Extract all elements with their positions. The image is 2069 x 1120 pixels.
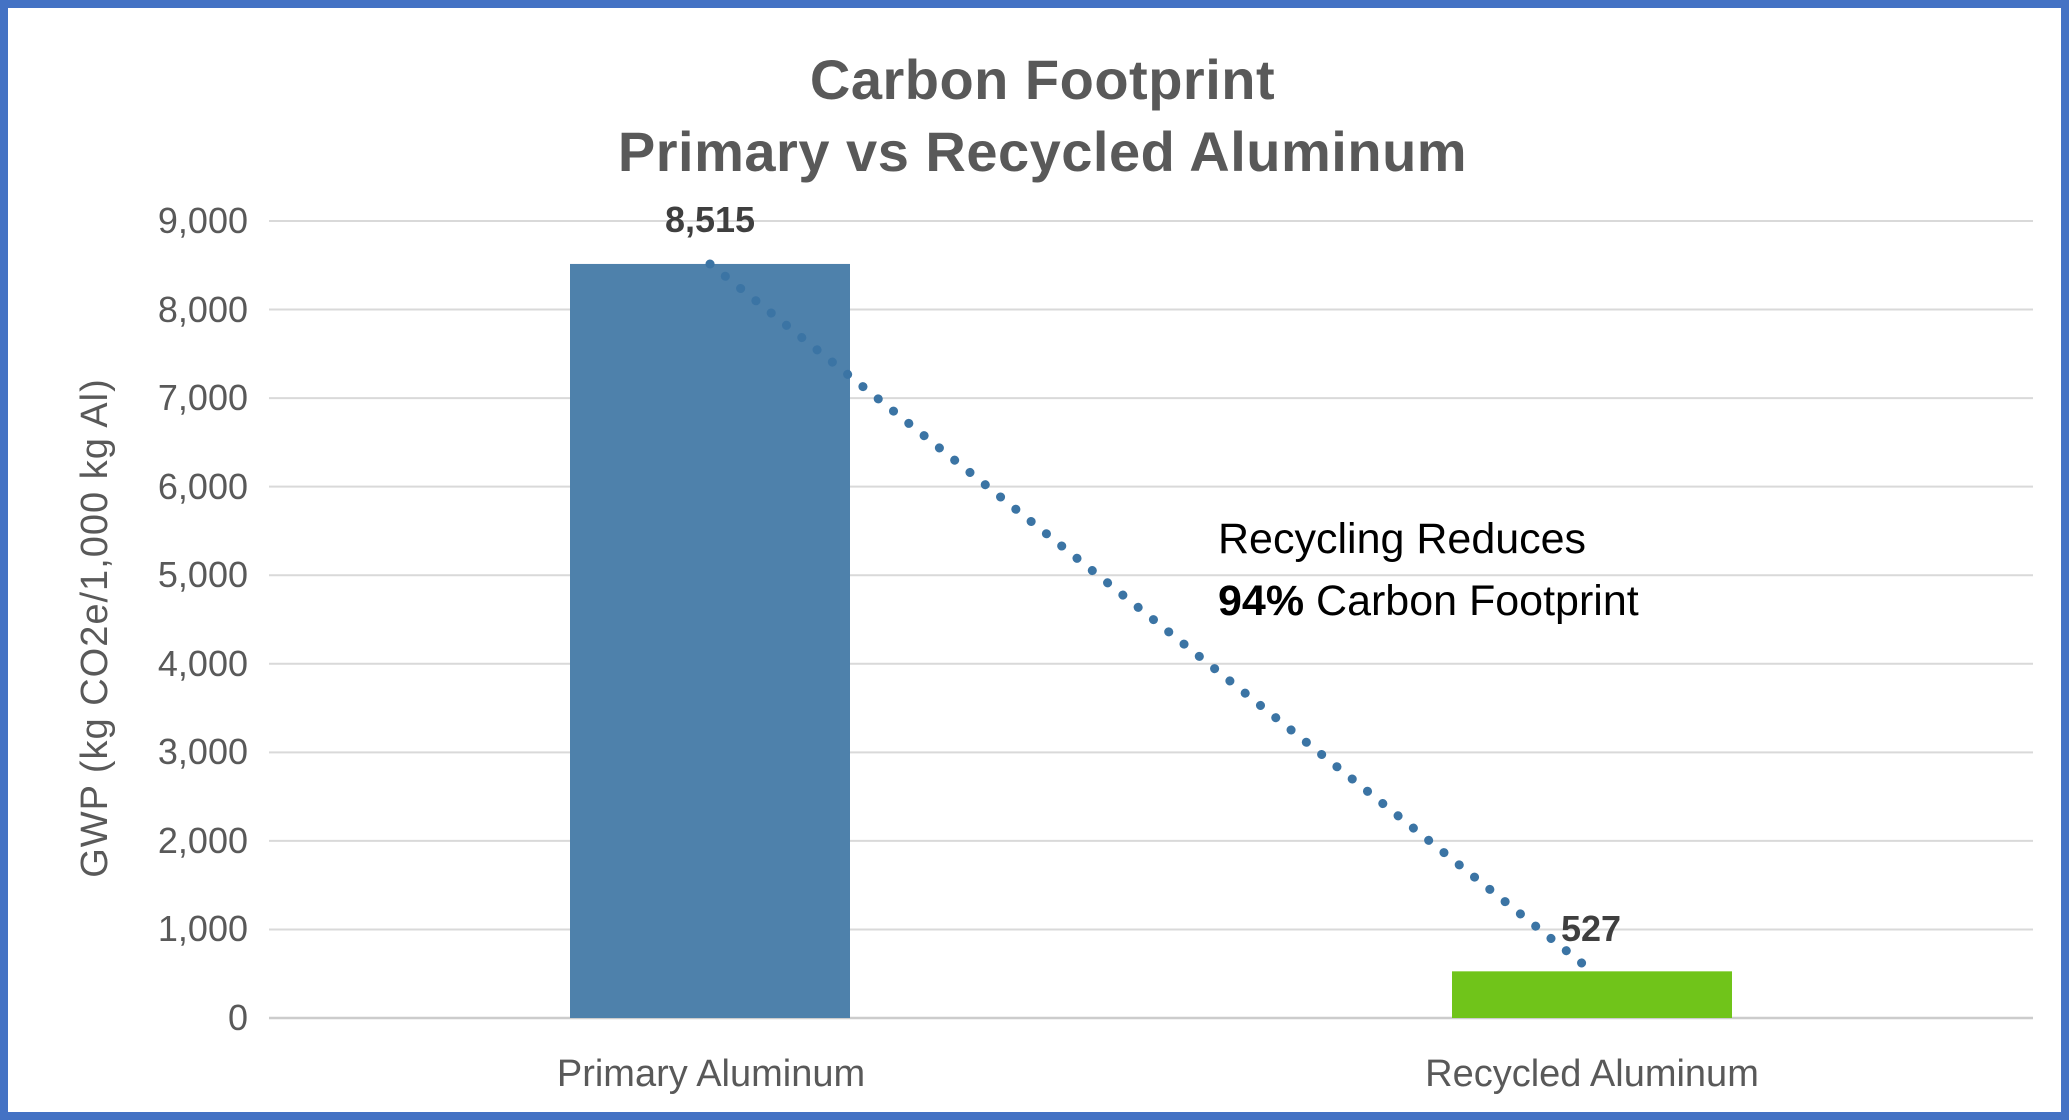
chart-title-line-2: Primary vs Recycled Aluminum: [617, 120, 1468, 183]
plot-area: [269, 220, 2033, 1020]
y-tick-label: 0: [227, 997, 248, 1038]
category-label-primary-aluminum: Primary Aluminum: [556, 1053, 866, 1095]
y-tick-label: 2,000: [157, 819, 248, 861]
y-tick-label: 5,000: [157, 554, 248, 596]
bar-primary-aluminum: [570, 263, 850, 1018]
annotation-percentage: 94%: [1218, 577, 1305, 625]
annotation-line-2: 94% Carbon Footprint: [1218, 570, 1639, 632]
y-tick-label: 6,000: [157, 465, 248, 507]
y-tick-label: 3,000: [157, 731, 248, 773]
y-tick-label: 4,000: [157, 642, 248, 684]
category-label-recycled-aluminum: Recycled Aluminum: [1425, 1053, 1759, 1095]
y-tick-label: 7,000: [157, 377, 248, 419]
y-tick-label: 1,000: [157, 908, 248, 950]
bar-recycled-aluminum: [1452, 971, 1732, 1018]
y-tick-label: 8,000: [157, 288, 248, 330]
chart-title-line-1: Carbon Footprint: [809, 48, 1276, 111]
data-label-recycled-aluminum: 527: [1560, 908, 1622, 949]
annotation-text: Recycling Reduces 94% Carbon Footprint: [1218, 508, 1639, 632]
annotation-line-2-rest: Carbon Footprint: [1304, 577, 1639, 625]
y-tick-label: 9,000: [157, 200, 248, 241]
trend-dotted-line: [705, 259, 1597, 976]
data-label-primary-aluminum: 8,515: [664, 199, 756, 240]
annotation-line-1: Recycling Reduces: [1218, 515, 1587, 563]
